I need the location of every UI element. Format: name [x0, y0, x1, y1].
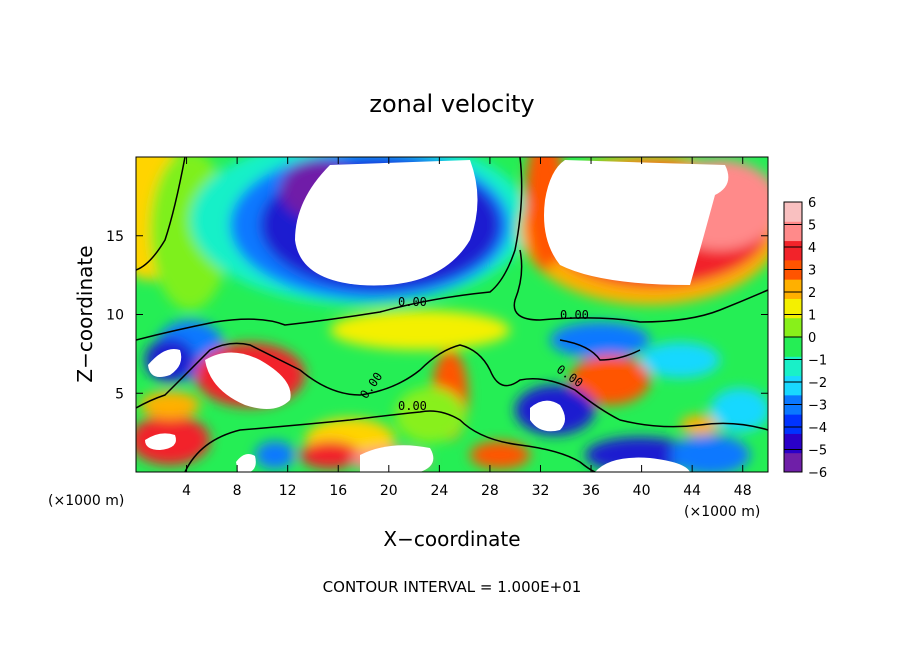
colorbar-swatch [784, 202, 802, 222]
colorbar-swatch [784, 414, 802, 434]
contour-label: 0.00 [398, 399, 427, 413]
x-tick-label: 48 [734, 483, 752, 499]
colorbar: 6 5 4 3 2 1 0 −1 −2 −3 −4 −5 −6 [783, 196, 827, 481]
saturated-regions [145, 160, 729, 472]
colorbar-swatch [784, 433, 802, 454]
x-tick-label: 40 [633, 483, 651, 499]
colorbar-swatch [784, 221, 802, 242]
x-tick-label: 44 [683, 483, 701, 499]
x-tick-label: 24 [430, 483, 448, 499]
colorbar-tick-label: −5 [808, 444, 827, 459]
contour-interval-note: CONTOUR INTERVAL = 1.000E+01 [323, 578, 582, 596]
x-tick-label: 28 [481, 483, 499, 499]
colorbar-swatch [784, 298, 802, 319]
x-unit-label-right: (×1000 m) [684, 504, 760, 520]
x-tick-label: 32 [532, 483, 550, 499]
contour-label: 0.00 [560, 308, 589, 322]
colorbar-tick-label: 2 [808, 286, 816, 301]
colorbar-tick-label: −2 [808, 376, 827, 391]
colorbar-swatch [784, 279, 802, 299]
colorbar-swatch [784, 356, 802, 377]
contour-label: 0.00 [398, 295, 427, 309]
zero-contours [136, 157, 768, 472]
colorbar-swatch [784, 375, 802, 396]
y-tick-label: 5 [115, 386, 124, 402]
x-tick-label: 8 [233, 483, 242, 499]
colorbar-tick-label: 3 [808, 264, 816, 279]
colorbar-swatch [784, 240, 802, 261]
colorbar-swatch [784, 317, 802, 338]
colorbar-swatch [784, 452, 802, 473]
colorbar-tick-label: −4 [808, 421, 827, 436]
x-axis-ticks: 4 8 12 16 20 24 28 32 36 40 44 48 [182, 157, 752, 499]
y-axis-ticks: 5 10 15 [106, 229, 768, 402]
colorbar-tick-label: 0 [808, 331, 816, 346]
colorbar-tick-label: 6 [808, 196, 816, 211]
colorbar-tick-label: 5 [808, 219, 816, 234]
colorbar-tick-label: −1 [808, 354, 827, 369]
plot-area: 0.00 0.00 0.00 0.00 0.00 [136, 157, 768, 472]
y-tick-label: 10 [106, 308, 124, 324]
x-tick-label: 12 [279, 483, 297, 499]
x-tick-label: 20 [380, 483, 398, 499]
x-tick-label: 4 [182, 483, 191, 499]
x-unit-label-left: (×1000 m) [48, 493, 124, 509]
colorbar-tick-label: −6 [808, 466, 827, 481]
colorbar-tick-label: 4 [808, 241, 816, 256]
y-tick-label: 15 [106, 229, 124, 245]
x-axis-title: X−coordinate [383, 527, 520, 551]
colorbar-tick-label: 1 [808, 309, 816, 324]
x-tick-label: 36 [582, 483, 600, 499]
colorbar-swatch [784, 337, 802, 357]
y-axis-title: Z−coordinate [73, 245, 97, 382]
colorbar-tick-label: −3 [808, 399, 827, 414]
chart-title: zonal velocity [369, 90, 534, 118]
x-tick-label: 16 [329, 483, 347, 499]
